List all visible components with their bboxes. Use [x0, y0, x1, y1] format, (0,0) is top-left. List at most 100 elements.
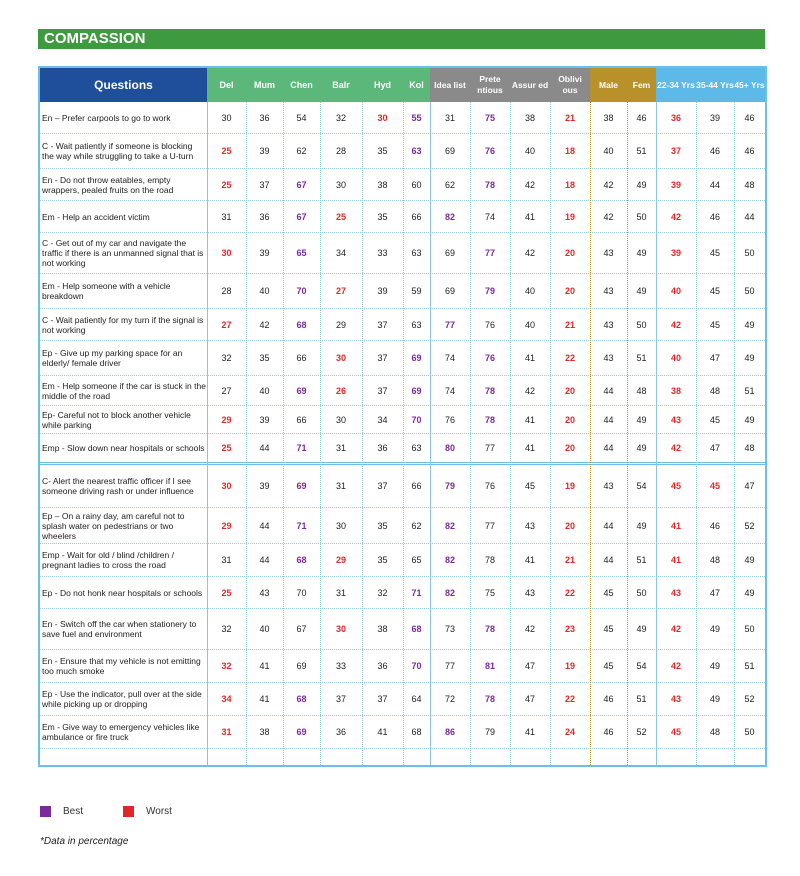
- table-row: C - Wait patiently if someone is blockin…: [40, 134, 765, 169]
- value-cell: 39: [259, 248, 270, 258]
- value-cell: 79: [484, 727, 495, 737]
- value-cell: 76: [484, 353, 495, 363]
- value-cell: 29: [335, 555, 346, 565]
- value-cell: 51: [744, 385, 755, 396]
- value-cell: 22: [564, 353, 575, 363]
- value-cell: 30: [335, 520, 346, 531]
- value-cell: 33: [377, 248, 388, 258]
- value-cell: 45: [709, 481, 720, 491]
- value-cell: 69: [296, 385, 307, 396]
- value-cell: 39: [670, 179, 681, 190]
- value-cell: 30: [221, 248, 232, 258]
- value-cell: 37: [377, 694, 388, 704]
- value-cell: 60: [411, 179, 422, 190]
- value-cell: 42: [603, 211, 614, 222]
- value-cell: 27: [221, 385, 232, 396]
- value-cell: 45: [709, 319, 720, 330]
- value-cell: 45: [709, 414, 720, 425]
- value-cell: 30: [335, 353, 346, 363]
- value-cell: 36: [377, 443, 388, 453]
- value-cell: 68: [296, 694, 307, 704]
- value-cell: 49: [636, 520, 647, 531]
- compassion-table: Questions Del Mum Chen Balr Hyd Kol Idea list Pr…: [38, 66, 767, 767]
- value-cell: 78: [484, 555, 495, 565]
- value-cell: 54: [296, 112, 307, 123]
- table-row: En - Ensure that my vehicle is not emitt…: [40, 650, 765, 683]
- value-cell: 78: [484, 694, 495, 704]
- value-cell: 46: [709, 211, 720, 222]
- value-cell: 49: [744, 353, 755, 363]
- value-cell: 43: [670, 694, 681, 704]
- value-cell: 37: [259, 179, 270, 190]
- value-cell: 38: [377, 179, 388, 190]
- value-cell: 50: [744, 727, 755, 737]
- value-cell: 81: [484, 661, 495, 671]
- column-header: Hyd: [362, 68, 403, 102]
- value-cell: 47: [709, 587, 720, 598]
- column-divider: [510, 102, 511, 765]
- column-divider: [430, 102, 431, 765]
- value-cell: 65: [296, 248, 307, 258]
- table-row: Ep - Do not honk near hospitals or schoo…: [40, 577, 765, 609]
- value-cell: 44: [603, 520, 614, 531]
- column-divider: [590, 102, 591, 765]
- value-cell: 30: [335, 414, 346, 425]
- column-header: Fem: [627, 68, 656, 102]
- value-cell: 43: [603, 319, 614, 330]
- value-cell: 37: [377, 385, 388, 396]
- value-cell: 63: [411, 248, 422, 258]
- value-cell: 75: [484, 587, 495, 598]
- value-cell: 40: [670, 286, 681, 296]
- value-cell: 43: [524, 520, 535, 531]
- value-cell: 50: [636, 319, 647, 330]
- value-cell: 66: [411, 481, 422, 491]
- value-cell: 40: [524, 286, 535, 296]
- column-divider: [470, 102, 471, 765]
- value-cell: 69: [444, 146, 455, 156]
- table-row: Ep - Use the indicator, pull over at the…: [40, 683, 765, 716]
- value-cell: 42: [670, 319, 681, 330]
- value-cell: 32: [221, 353, 232, 363]
- value-cell: 49: [744, 555, 755, 565]
- value-cell: 46: [603, 727, 614, 737]
- footnote: *Data in percentage: [40, 836, 129, 847]
- question-text: En - Switch off the car when stationery …: [42, 619, 197, 639]
- value-cell: 41: [377, 727, 388, 737]
- table-row: Emp - Slow down near hospitals or school…: [40, 434, 765, 465]
- value-cell: 18: [564, 179, 575, 190]
- column-header: Chen: [283, 68, 320, 102]
- value-cell: 78: [484, 385, 495, 396]
- value-cell: 76: [444, 414, 455, 425]
- table-row: Em - Help someone if the car is stuck in…: [40, 376, 765, 406]
- value-cell: 30: [221, 481, 232, 491]
- value-cell: 37: [670, 146, 681, 156]
- section-title-banner: COMPASSION: [38, 29, 765, 49]
- value-cell: 78: [484, 179, 495, 190]
- value-cell: 54: [636, 661, 647, 671]
- value-cell: 25: [221, 179, 232, 190]
- value-cell: 29: [221, 520, 232, 531]
- value-cell: 37: [377, 353, 388, 363]
- value-cell: 49: [636, 179, 647, 190]
- value-cell: 70: [411, 414, 422, 425]
- value-cell: 25: [221, 443, 232, 453]
- question-text: C - Wait patiently for my turn if the si…: [42, 314, 204, 335]
- value-cell: 39: [259, 414, 270, 425]
- value-cell: 41: [524, 555, 535, 565]
- value-cell: 46: [636, 112, 647, 123]
- value-cell: 22: [564, 694, 575, 704]
- value-cell: 41: [524, 414, 535, 425]
- question-text: Em - Help someone if the car is stuck in…: [42, 380, 206, 401]
- value-cell: 49: [709, 624, 720, 634]
- value-cell: 30: [335, 624, 346, 634]
- value-cell: 49: [744, 414, 755, 425]
- value-cell: 31: [444, 112, 455, 123]
- value-cell: 70: [296, 587, 307, 598]
- value-cell: 20: [564, 414, 575, 425]
- column-header: 45+ Yrs: [734, 68, 765, 102]
- value-cell: 32: [221, 624, 232, 634]
- value-cell: 41: [524, 443, 535, 453]
- column-header: Del: [207, 68, 246, 102]
- question-text: Ep - Use the indicator, pull over at the…: [42, 689, 202, 709]
- value-cell: 44: [603, 555, 614, 565]
